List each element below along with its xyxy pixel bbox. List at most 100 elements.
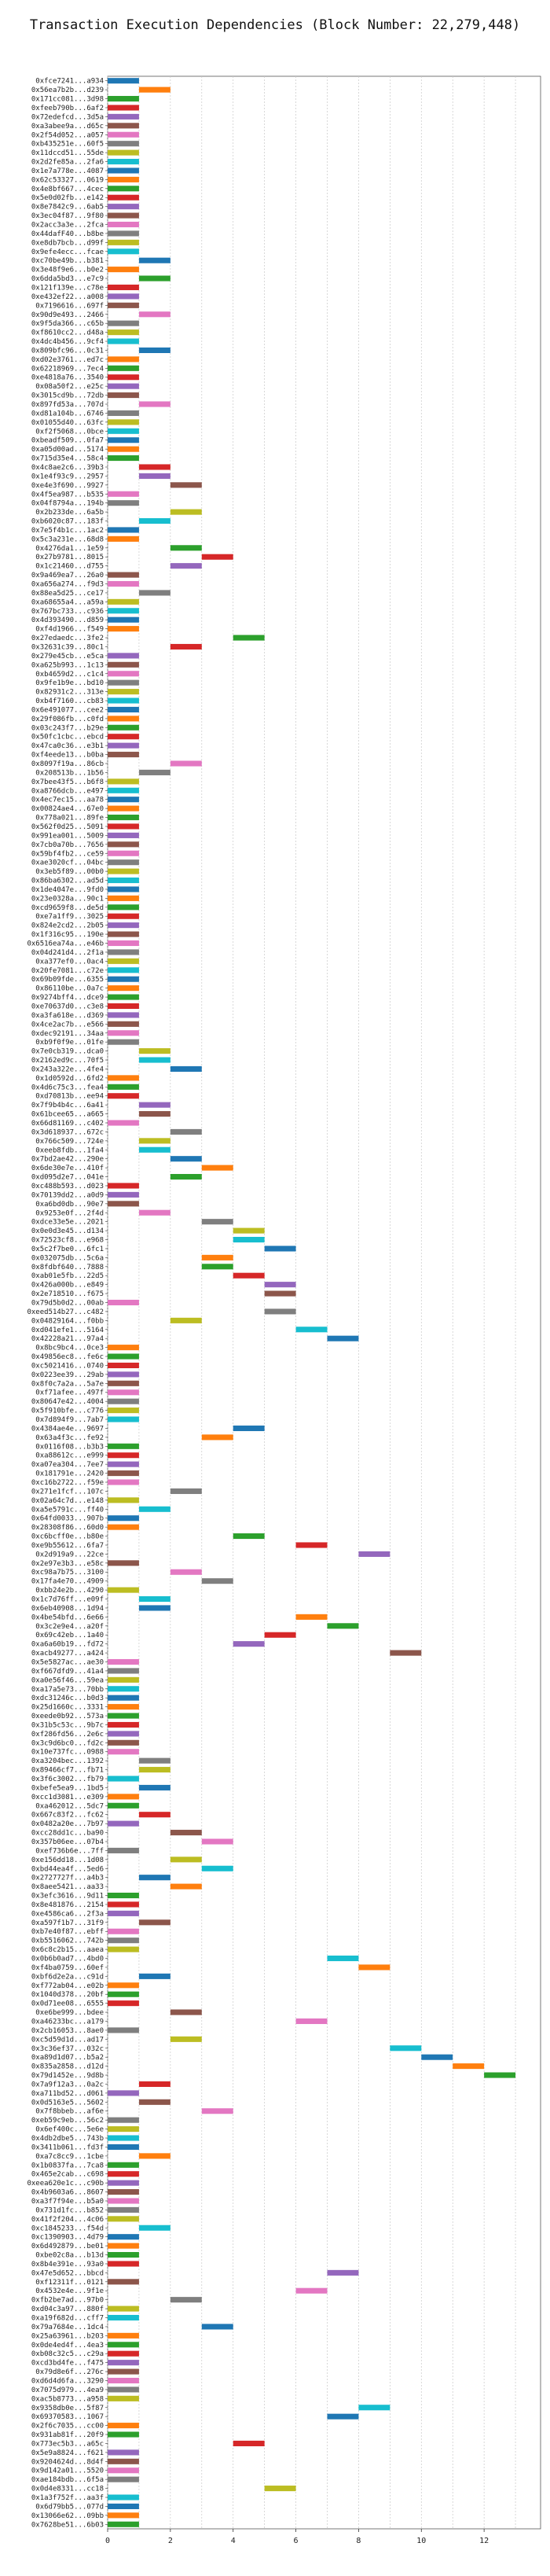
tx-bar [108, 1901, 139, 1908]
tx-bar [108, 716, 139, 722]
tx-bar [108, 949, 139, 955]
tx-label: 0x7d894f9...7ab7 [35, 1416, 104, 1424]
tx-bar [108, 1776, 139, 1782]
tx-label: 0xdce33e5e...2021 [31, 1219, 104, 1227]
tx-bar [201, 2108, 233, 2114]
tx-bar [138, 2225, 170, 2231]
tx-label: 0x04f8794a...194b [31, 500, 104, 508]
tx-bar [108, 1084, 139, 1090]
tx-label: 0x47e5d652...bbcd [31, 2269, 104, 2277]
tx-label: 0xf71afee...497f [35, 1389, 104, 1397]
tx-label: 0x9274bff4...dce9 [31, 994, 104, 1002]
tx-label: 0x6e491077...cee2 [31, 706, 104, 714]
tx-label: 0x89466cf7...fb71 [31, 1767, 104, 1775]
tx-label: 0xf286fd56...2e6c [31, 1731, 104, 1739]
tx-label: 0x1e4f93c9...2957 [31, 473, 104, 480]
tx-bar [138, 1209, 170, 1216]
tx-bar [108, 653, 139, 659]
tx-label: 0x6d492879...be01 [31, 2243, 104, 2250]
tx-label: 0xef736b6e...7ff [35, 1847, 104, 1855]
tx-label: 0xf2f5068...0bce [35, 428, 104, 436]
tx-bar [108, 689, 139, 695]
tx-bar [264, 1282, 296, 1288]
tx-label: 0xf4eede13...b0ba [31, 752, 104, 760]
tx-label: 0x9204624d...8d4f [31, 2458, 104, 2466]
tx-bar [358, 1551, 390, 1557]
tx-label: 0x4be54bfd...6e66 [31, 1614, 104, 1621]
tx-label: 0x032075db...5c6a [31, 1254, 104, 1262]
tx-bar [390, 1650, 422, 1656]
tx-bar [108, 598, 139, 605]
tx-label: 0x9a469ea7...26a0 [31, 572, 104, 580]
tx-label: 0xe4818a76...3540 [31, 374, 104, 382]
tx-bar [108, 1093, 139, 1099]
x-tick-label: 2 [168, 2537, 173, 2545]
tx-bar [108, 2171, 139, 2177]
tx-label: 0x4d6c75c3...fea4 [31, 1084, 104, 1091]
tx-label: 0x79a7684e...1dc4 [31, 2324, 104, 2331]
tx-label: 0x2acc3a3e...2fca [31, 222, 104, 230]
tx-label: 0x4dc4b456...9cf4 [31, 338, 104, 346]
tx-label: 0x9358db0e...5f87 [31, 2405, 104, 2412]
tx-bar [108, 1389, 139, 1396]
tx-label: 0x31b5c53c...9b7c [31, 1721, 104, 1729]
tx-bar [108, 2144, 139, 2150]
tx-label: 0xc5021416...0740 [31, 1362, 104, 1370]
tx-label: 0xb08c32c5...c29a [31, 2350, 104, 2358]
tx-bar [108, 284, 139, 291]
tx-label: 0x3e48f9e6...b0e2 [31, 267, 104, 274]
tx-label: 0xb4f7160...cb83 [35, 697, 104, 705]
tx-bar [108, 2503, 139, 2509]
tx-label: 0x1f316c95...190e [31, 931, 104, 939]
tx-bar [233, 635, 265, 641]
tx-label: 0x8e7842c9...6ab5 [31, 204, 104, 212]
tx-label: 0x4e8bf667...4cec [31, 186, 104, 193]
tx-label: 0x4f5ea987...b535 [31, 491, 104, 499]
tx-label: 0x5f910bfe...c776 [31, 1408, 104, 1415]
tx-bar [108, 1676, 139, 1683]
tx-bar [108, 410, 139, 416]
tx-label: 0x778a021...89fe [35, 815, 104, 822]
tx-label: 0xeb59c9eb...56c2 [31, 2117, 104, 2125]
tx-label: 0xbd44ea4f...5ed6 [31, 1865, 104, 1873]
plot-frame [107, 75, 541, 2530]
tx-bar [108, 2386, 139, 2393]
tx-bar [108, 1910, 139, 1916]
tx-label: 0xbf6d2e2a...c91d [31, 1973, 104, 1981]
tx-label: 0x4b9603a6...8607 [31, 2189, 104, 2197]
tx-label: 0xd04c3a97...880f [31, 2306, 104, 2313]
tx-label: 0x1c7d76ff...e09f [31, 1596, 104, 1604]
tx-label: 0x3411b061...fd3f [31, 2144, 104, 2151]
tx-label: 0xa625b993...1c13 [31, 661, 104, 669]
tx-label: 0x1b0837fa...7ca8 [31, 2162, 104, 2169]
tx-bar [108, 1075, 139, 1081]
tx-bar [108, 886, 139, 892]
tx-label: 0x2cb16053...8ae0 [31, 2027, 104, 2035]
tx-bar [170, 643, 202, 650]
tx-bar [108, 1021, 139, 1027]
tx-label: 0xacb49277...a424 [31, 1650, 104, 1658]
tx-label: 0x2b233de...6a5b [35, 509, 104, 517]
tx-label: 0x7bee43f5...b6f8 [31, 778, 104, 786]
tx-label: 0x79d1452e...9d8b [31, 2072, 104, 2080]
x-tick-label: 8 [356, 2537, 361, 2545]
tx-bar [108, 1893, 139, 1899]
tx-label: 0xa05d00ad...5174 [31, 446, 104, 454]
tx-label: 0xb9f0f9e...01fe [35, 1039, 104, 1047]
tx-label: 0x0223ee39...29ab [31, 1371, 104, 1379]
tx-label: 0x6c8c2b15...aaea [31, 1946, 104, 1954]
tx-label: 0xc16b2722...f59e [31, 1479, 104, 1487]
tx-bar [233, 1236, 265, 1243]
tx-bar [170, 760, 202, 767]
tx-label: 0xeede0b92...573a [31, 1713, 104, 1720]
tx-bar [138, 1146, 170, 1153]
tx-bar [138, 257, 170, 263]
tx-bar [108, 1362, 139, 1369]
tx-bar [108, 2206, 139, 2213]
tx-label: 0xeed514b27...c482 [27, 1308, 104, 1316]
tx-label: 0x2f54d052...a057 [31, 131, 104, 139]
tx-bar [108, 724, 139, 730]
tx-bar [201, 1434, 233, 1441]
tx-bar [108, 1587, 139, 1593]
tx-label: 0xbefe5ea9...1bd5 [31, 1784, 104, 1792]
